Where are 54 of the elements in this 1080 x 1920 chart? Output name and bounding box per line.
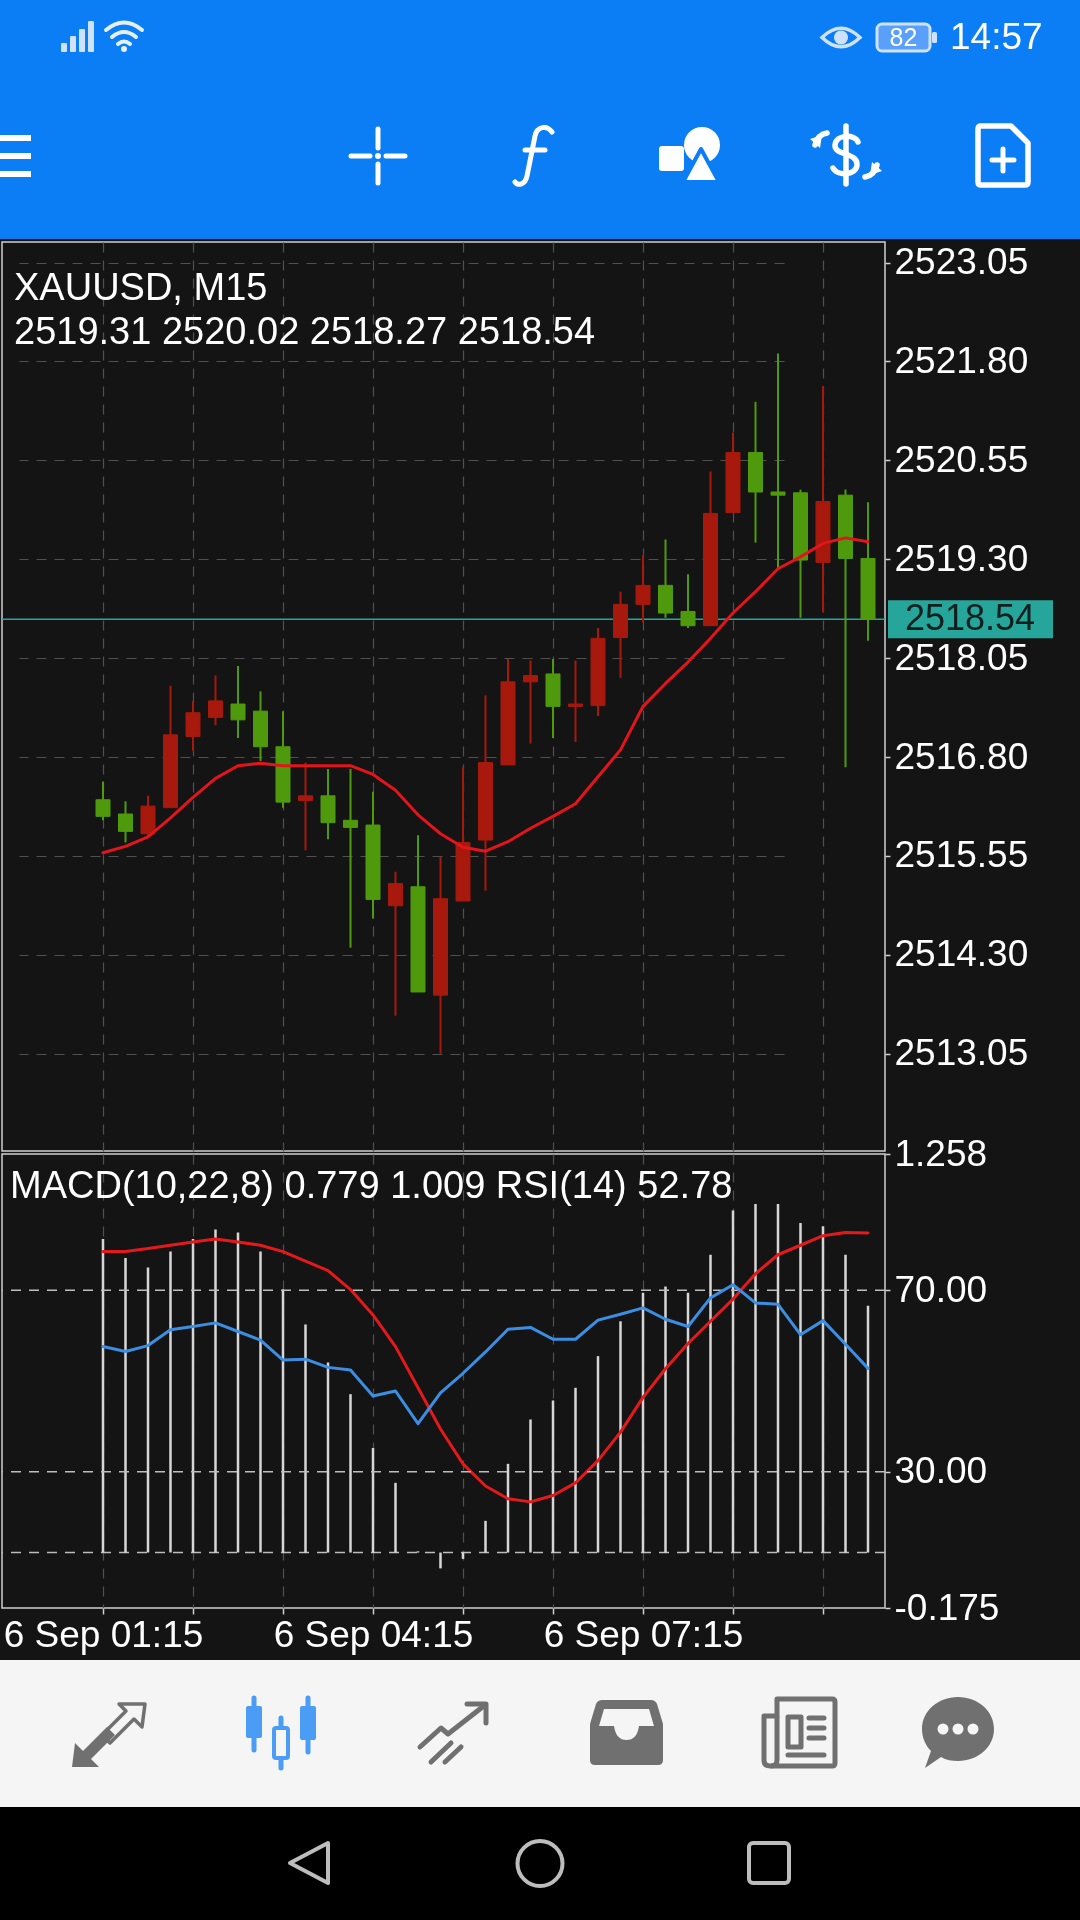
chart-title: MACD(10,22,8) 0.779 1.009 RSI(14) 52.78 — [10, 1164, 733, 1206]
candlestick — [298, 761, 313, 852]
y-tick-label: 2513.05 — [894, 1032, 1029, 1074]
y-tick-label: 2520.55 — [894, 438, 1029, 480]
y2-tick-label: 70.00 — [894, 1268, 988, 1310]
candlestick — [185, 699, 201, 752]
bar — [214, 1229, 217, 1553]
bar — [304, 1324, 307, 1553]
bar — [349, 1394, 352, 1553]
bar — [529, 1419, 532, 1553]
x-tick-label: 6 Sep 04:15 — [273, 1613, 474, 1655]
text: XAUUSD, M15 — [14, 266, 268, 308]
bar — [619, 1321, 622, 1553]
y-tick-label: 2521.80 — [894, 339, 1029, 381]
y-tick-label: 2518.05 — [894, 636, 1029, 678]
bar — [844, 1254, 847, 1553]
bar — [709, 1254, 712, 1553]
candlestick — [635, 554, 651, 624]
candlestick — [208, 674, 223, 727]
bar — [484, 1520, 487, 1553]
y-tick-label: 2514.30 — [894, 933, 1029, 975]
candlestick — [680, 573, 696, 630]
x-tick-label: 6 Sep 01:15 — [3, 1613, 204, 1655]
candlestick — [343, 767, 358, 949]
line-series — [101, 536, 870, 855]
y-tick-label: 2523.05 — [894, 241, 1029, 283]
candlestick — [118, 800, 133, 844]
text: 2519.31 2520.02 2518.27 2518.54 — [14, 310, 596, 352]
y-tick-label: 2515.55 — [894, 834, 1029, 876]
line-series — [101, 1283, 870, 1426]
bar — [259, 1251, 262, 1553]
x-tick-label: 6 Sep 07:15 — [543, 1613, 744, 1655]
y-tick-label: 2519.30 — [894, 537, 1029, 579]
bar — [754, 1204, 757, 1553]
candlestick — [388, 870, 403, 1017]
bar — [124, 1257, 127, 1553]
candlestick — [230, 665, 246, 740]
text: 82 — [877, 23, 930, 51]
candlestick — [95, 780, 111, 822]
y-tick-label: 1.258 — [894, 1132, 988, 1174]
y-tick-label: 2516.80 — [894, 735, 1029, 777]
y2-tick-label: 30.00 — [894, 1450, 988, 1492]
ref-line-label: 2518.54 — [904, 597, 1036, 639]
candlestick — [568, 659, 583, 743]
candlestick — [523, 659, 538, 745]
bar — [574, 1387, 577, 1553]
bar — [664, 1286, 667, 1553]
bar — [799, 1223, 802, 1553]
bar — [169, 1251, 172, 1553]
bar — [439, 1552, 442, 1569]
y-tick-label: -0.175 — [894, 1586, 1000, 1628]
bar — [394, 1482, 397, 1553]
text: 14:57 — [950, 16, 1044, 57]
line-series — [101, 1231, 870, 1504]
